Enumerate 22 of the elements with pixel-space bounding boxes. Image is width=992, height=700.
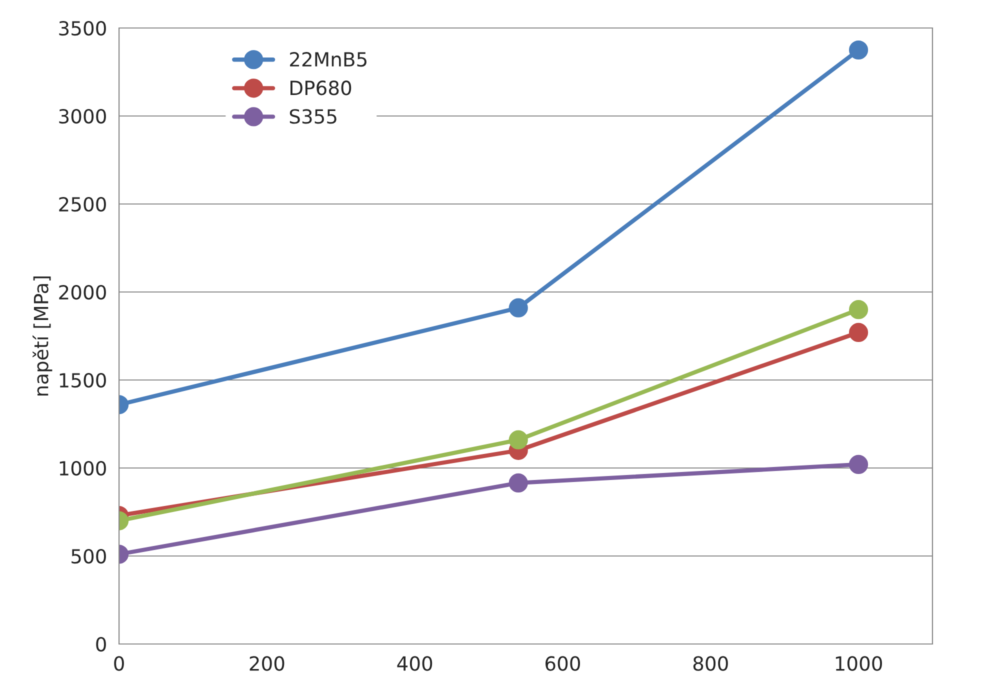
y-tick-label: 3000	[59, 108, 106, 124]
point	[848, 300, 868, 320]
y-tick-label: 2500	[59, 196, 106, 212]
x-tick-label: 200	[250, 656, 284, 671]
x-tick-label: 1000	[836, 656, 882, 671]
point	[848, 40, 868, 60]
y-axis-title: napětí [MPa]	[32, 276, 52, 396]
x-tick-label: 800	[693, 656, 728, 671]
y-tick-label: 0	[96, 636, 106, 652]
y-tick-label: 2000	[59, 284, 106, 300]
y-tick-label: 1000	[60, 460, 106, 476]
y-tick-label: 3500	[59, 20, 106, 36]
legend-label: 22MnB5	[290, 52, 366, 67]
x-tick-label: 600	[546, 656, 580, 671]
y-tick-label: 1500	[60, 372, 106, 388]
legend-label: DP680	[290, 80, 352, 96]
point	[848, 322, 868, 342]
y-tick-label: 500	[72, 548, 106, 564]
legend-label: S355	[290, 109, 336, 124]
point	[848, 454, 868, 474]
x-tick-label: 0	[114, 656, 124, 671]
x-tick-label: 400	[397, 656, 432, 671]
